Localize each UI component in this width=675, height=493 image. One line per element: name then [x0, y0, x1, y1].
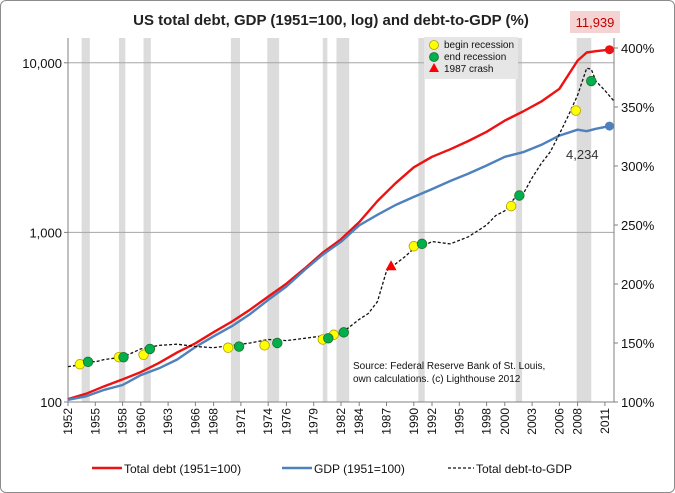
legend-debt-label: Total debt (1951=100) — [124, 462, 241, 476]
begin-recession-marker — [570, 105, 581, 116]
recession-band — [81, 38, 90, 402]
left-tick-label: 10,000 — [22, 56, 62, 71]
x-tick-label: 1976 — [279, 408, 293, 435]
x-tick-label: 1963 — [161, 408, 175, 435]
legend-begin-label: begin recession — [444, 40, 514, 51]
legend-crash-label: 1987 crash — [444, 64, 493, 75]
right-tick-label: 150% — [621, 336, 655, 351]
end-recession-marker — [323, 333, 334, 344]
end-recession-marker — [586, 75, 597, 87]
begin-recession-marker — [222, 342, 234, 353]
debt-end-point — [604, 45, 614, 55]
recession-band — [267, 38, 280, 402]
left-tick-label: 100 — [40, 395, 62, 410]
begin-recession-marker — [259, 340, 270, 351]
x-tick-label: 1998 — [480, 408, 494, 435]
recession-bands — [81, 38, 592, 402]
x-tick-label: 1992 — [425, 408, 439, 435]
gridlines — [68, 62, 614, 233]
series-line-total — [67, 48, 610, 401]
legend-begin-marker — [429, 40, 439, 50]
source-note-line2: own calculations. (c) Lighthouse 2012 — [353, 374, 521, 385]
bottom-legend: Total debt (1951=100) GDP (1951=100) Total… — [92, 462, 572, 476]
recession-band — [515, 38, 523, 402]
recession-band — [118, 38, 126, 402]
x-tick-label: 1982 — [334, 408, 348, 435]
end-recession-marker — [144, 343, 156, 355]
end-recession-marker — [514, 190, 525, 201]
right-tick-label: 200% — [621, 277, 655, 292]
right-tick-label: 100% — [621, 395, 655, 410]
x-tick-label: 1966 — [188, 408, 202, 435]
recession-band — [418, 38, 425, 402]
recession-band — [336, 38, 350, 402]
legend-ratio-label: Total debt-to-GDP — [476, 462, 572, 476]
right-tick-label: 250% — [621, 218, 655, 233]
right-tick-label: 400% — [621, 41, 655, 56]
recession-band — [143, 38, 151, 402]
end-recession-marker — [338, 327, 349, 338]
x-tick-label: 1952 — [61, 408, 75, 435]
x-tick-label: 1958 — [116, 408, 130, 435]
legend-gdp-label: GDP (1951=100) — [314, 462, 405, 476]
debt-end-label-box — [570, 11, 620, 33]
x-tick-label: 1987 — [380, 408, 394, 435]
x-tick-label: 2008 — [571, 408, 585, 435]
debt-end-label: 11,939 — [576, 15, 615, 30]
marker-legend-bg — [424, 37, 518, 79]
recession-band — [576, 38, 592, 402]
recession-band — [230, 38, 240, 402]
legend-end-marker — [429, 52, 439, 62]
end-recession-marker — [233, 341, 245, 352]
end-recession-marker — [118, 351, 129, 363]
x-ticks: 1952 1955 1958 1960 1963 1966 1968 1971 1974 1976… — [61, 402, 612, 435]
x-tick-label: 1971 — [234, 408, 248, 435]
chart-title: US total debt, GDP (1951=100, log) and d… — [133, 12, 529, 29]
end-recession-marker — [416, 238, 428, 250]
x-tick-label: 2011 — [598, 408, 612, 434]
x-tick-label: 1968 — [207, 408, 221, 435]
x-tick-label: 1984 — [352, 408, 366, 435]
recession-band — [322, 38, 328, 402]
right-tick-label: 350% — [621, 100, 655, 115]
left-tick-label: 1,000 — [29, 225, 62, 240]
x-tick-label: 1995 — [452, 408, 466, 435]
gdp-end-label: 4,234 — [566, 147, 599, 162]
begin-recession-marker — [138, 349, 149, 361]
x-tick-label: 1979 — [307, 408, 321, 435]
x-tick-label: 2000 — [498, 408, 512, 435]
series-line-gdp — [67, 124, 610, 401]
legend-crash-marker — [429, 63, 439, 72]
gdp-end-point — [604, 121, 614, 131]
end-recession-marker — [272, 337, 283, 349]
x-tick-label: 1955 — [88, 408, 102, 435]
crash-marker — [385, 260, 397, 271]
x-tick-label: 1960 — [134, 408, 148, 435]
right-tick-label: 300% — [621, 159, 655, 174]
legend-end-label: end recession — [444, 52, 506, 63]
x-tick-label: 1974 — [261, 408, 275, 435]
end-recession-marker — [82, 356, 94, 368]
begin-recession-marker — [505, 200, 517, 212]
x-tick-label: 2006 — [552, 408, 566, 435]
x-tick-label: 2003 — [525, 408, 539, 435]
x-tick-label: 1990 — [407, 408, 421, 435]
source-note-line1: Source: Federal Reserve Bank of St. Loui… — [353, 361, 545, 372]
